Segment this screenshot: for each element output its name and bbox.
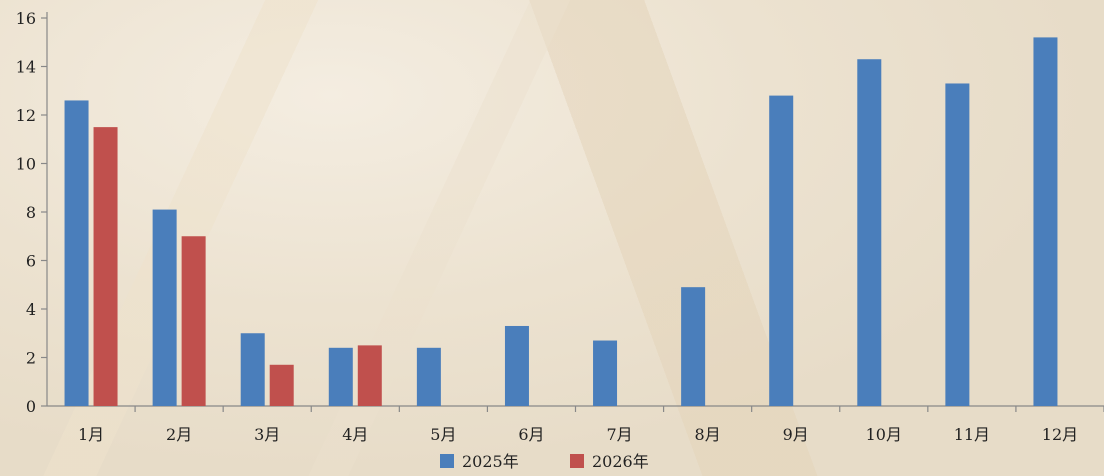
y-tick-label: 10 [16, 155, 36, 174]
legend: 2025年 2026年 [440, 452, 649, 471]
bar-2025年-12月 [1033, 37, 1058, 407]
y-tick-label: 8 [26, 203, 36, 222]
bar-2025年-4月 [328, 347, 353, 406]
axes: 0 2 4 6 8 10 12 14 16 1月 2月 3月 4月 5月 6月 7月 8月 9月 10月 11月 12月 [16, 9, 1104, 444]
legend-label: 2026年 [592, 452, 649, 471]
bar-2026年-1月 [93, 127, 118, 406]
x-tick-label: 2月 [166, 425, 192, 444]
bar-2026年-2月 [181, 236, 206, 406]
x-tick-label: 1月 [78, 425, 104, 444]
x-tick-label: 5月 [430, 425, 456, 444]
bar-2025年-10月 [857, 59, 882, 406]
bar-2025年-5月 [416, 347, 441, 406]
y-tick-label: 14 [16, 58, 36, 77]
bar-2026年-4月 [357, 345, 382, 406]
bar-2025年-3月 [240, 333, 265, 406]
x-tick-label: 12月 [1042, 425, 1078, 444]
x-tick-label: 4月 [342, 425, 368, 444]
bar-2025年-2月 [152, 209, 177, 406]
bar-2026年-3月 [269, 364, 294, 406]
legend-swatch [570, 454, 584, 468]
x-tick-label: 9月 [783, 425, 809, 444]
y-tick-label: 16 [16, 9, 36, 28]
y-tick-label: 6 [26, 252, 36, 271]
x-tick-label: 7月 [606, 425, 632, 444]
y-tick-label: 0 [26, 397, 36, 416]
y-tick-label: 12 [16, 106, 36, 125]
x-tick-label: 3月 [254, 425, 280, 444]
legend-swatch [440, 454, 454, 468]
x-tick-label: 6月 [518, 425, 544, 444]
bar-2025年-8月 [681, 287, 706, 406]
y-tick-label: 2 [26, 349, 36, 368]
x-tick-label: 8月 [695, 425, 721, 444]
bar-2025年-6月 [504, 325, 529, 406]
legend-label: 2025年 [462, 452, 519, 471]
bars [64, 37, 1058, 407]
bar-2025年-11月 [945, 83, 970, 406]
x-tick-label: 10月 [866, 425, 902, 444]
x-tick-label: 11月 [954, 425, 990, 444]
bar-2025年-1月 [64, 100, 89, 406]
bar-2025年-9月 [769, 95, 794, 406]
bar-2025年-7月 [593, 340, 618, 406]
y-tick-label: 4 [26, 300, 36, 319]
